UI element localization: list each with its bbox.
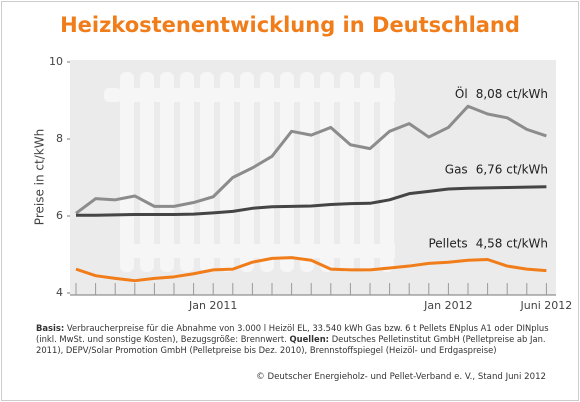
series-name: Pellets <box>428 236 467 250</box>
notes: Basis: Verbraucherpreise für die Abnahme… <box>36 323 556 356</box>
y-axis-label: Preise in ct/kWh <box>33 129 47 225</box>
series-value-label: 6,76 ct/kWh <box>476 162 548 176</box>
x-tick-label: Jan 2012 <box>423 299 472 312</box>
x-tick-label: Juni 2012 <box>520 299 573 312</box>
series-value-label: 8,08 ct/kWh <box>476 86 548 100</box>
radiator <box>104 72 395 272</box>
x-tick-label: Jan 2011 <box>188 299 237 312</box>
series-label: Pellets 4,58 ct/kWh <box>428 236 548 250</box>
y-tick-label: 4 <box>56 286 63 299</box>
y-tick-label: 8 <box>56 132 63 145</box>
chart: Heizkostenentwicklung in Deutschland Pre… <box>33 13 573 312</box>
series-line <box>76 185 547 217</box>
series-value-label: 4,58 ct/kWh <box>476 236 548 250</box>
chart-title: Heizkostenentwicklung in Deutschland <box>60 13 520 37</box>
y-tick-label: 6 <box>56 209 63 222</box>
y-tick-label: 10 <box>49 55 63 68</box>
note-text: Verbraucherpreise für die Abnahme von 3.… <box>36 323 549 344</box>
note-label: Quellen: <box>289 334 330 344</box>
note-text: Deutsches Pelletinstitut GmbH (Pelletpre… <box>36 334 546 355</box>
series-label: Gas 6,76 ct/kWh <box>445 162 548 176</box>
series-line <box>75 256 547 283</box>
series-name: Gas <box>445 162 468 176</box>
series-name: Öl <box>455 84 468 100</box>
series-line <box>75 104 547 215</box>
series-label: Öl 8,08 ct/kWh <box>455 84 548 100</box>
note-label: Basis: <box>36 323 65 333</box>
credit: © Deutscher Energieholz- und Pellet-Verb… <box>256 372 546 382</box>
